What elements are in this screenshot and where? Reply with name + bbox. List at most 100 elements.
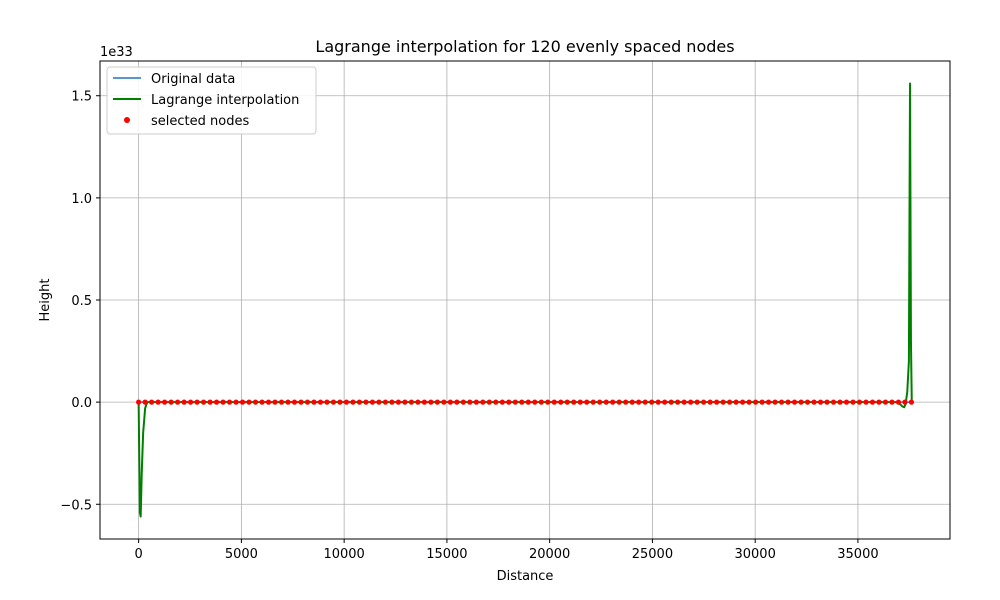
node-point (519, 399, 525, 405)
node-point (817, 399, 824, 405)
node-point (454, 399, 460, 405)
node-point (181, 399, 187, 405)
node-point (220, 399, 226, 405)
node-point (278, 399, 285, 405)
node-point (506, 399, 512, 405)
node-point (772, 399, 778, 405)
node-point (837, 399, 843, 405)
node-point (571, 399, 577, 405)
node-point (824, 399, 830, 405)
node-point (811, 399, 817, 405)
node-point (162, 399, 168, 405)
node-point (902, 399, 908, 405)
node-point (603, 399, 609, 405)
x-axis-ticks: 0 5000 10000 15000 20000 25000 30000 35000 (134, 539, 879, 562)
node-point (707, 399, 713, 405)
x-tick-label: 25000 (632, 547, 673, 562)
node-point (714, 399, 720, 405)
node-point (739, 399, 746, 405)
node-point (675, 399, 681, 405)
x-tick-label: 20000 (529, 547, 570, 562)
node-point (473, 399, 479, 405)
node-point (895, 399, 902, 405)
node-point (564, 399, 570, 405)
node-point (136, 399, 142, 405)
node-point (226, 399, 233, 405)
node-point (402, 399, 408, 405)
node-point (629, 399, 635, 405)
node-point (428, 399, 434, 405)
node-point (525, 399, 531, 405)
node-point (642, 399, 648, 405)
node-point (239, 399, 246, 405)
node-point (551, 399, 557, 405)
y-tick-label: 0.0 (71, 396, 92, 411)
legend-swatch-nodes (124, 117, 130, 123)
node-point (421, 399, 427, 405)
node-point (434, 399, 440, 405)
node-point (746, 399, 752, 405)
node-point (369, 399, 376, 405)
node-point (701, 399, 707, 405)
node-point (752, 399, 759, 405)
node-point (545, 399, 551, 405)
node-point (499, 399, 505, 405)
node-point (376, 399, 382, 405)
y-axis-offset-label: 1e33 (100, 45, 133, 60)
node-point (356, 399, 363, 405)
x-tick-label: 15000 (426, 547, 467, 562)
node-point (694, 399, 700, 405)
node-point (662, 399, 668, 405)
node-point (337, 399, 343, 405)
node-point (636, 399, 642, 405)
node-point (272, 399, 278, 405)
node-point (889, 399, 895, 405)
chart-title: Lagrange interpolation for 120 evenly sp… (315, 37, 734, 56)
node-point (882, 399, 889, 405)
node-point (415, 399, 421, 405)
y-tick-label: 0.5 (71, 294, 92, 309)
node-point (850, 399, 856, 405)
x-tick-label: 30000 (734, 547, 775, 562)
node-point (493, 399, 499, 405)
node-point (142, 399, 148, 405)
legend-box (106, 66, 317, 135)
x-tick-label: 35000 (837, 547, 878, 562)
node-point (363, 399, 369, 405)
node-point (765, 399, 772, 405)
legend-label-original: Original data (151, 72, 235, 87)
node-point (149, 399, 155, 405)
node-point (597, 399, 603, 405)
node-point (798, 399, 804, 405)
node-point (856, 399, 863, 405)
node-point (246, 399, 252, 405)
legend-label-nodes: selected nodes (151, 114, 249, 129)
node-point (480, 399, 486, 405)
node-point (584, 399, 590, 405)
node-point (623, 399, 629, 405)
node-point (668, 399, 674, 405)
node-point (265, 399, 272, 405)
node-point (830, 399, 837, 405)
node-point (538, 399, 544, 405)
node-point (616, 399, 622, 405)
node-point (558, 399, 564, 405)
node-point (727, 399, 733, 405)
node-point (298, 399, 304, 405)
x-axis-label: Distance (497, 569, 554, 584)
node-point (389, 399, 395, 405)
node-point (778, 399, 785, 405)
node-point (207, 399, 213, 405)
node-point (317, 399, 324, 405)
node-point (804, 399, 811, 405)
node-point (447, 399, 453, 405)
node-point (610, 399, 616, 405)
node-point (681, 399, 687, 405)
node-point (908, 399, 915, 405)
node-point (733, 399, 739, 405)
node-point (285, 399, 291, 405)
node-point (252, 399, 259, 405)
node-point (467, 399, 473, 405)
x-tick-label: 0 (134, 547, 142, 562)
node-point (408, 399, 414, 405)
